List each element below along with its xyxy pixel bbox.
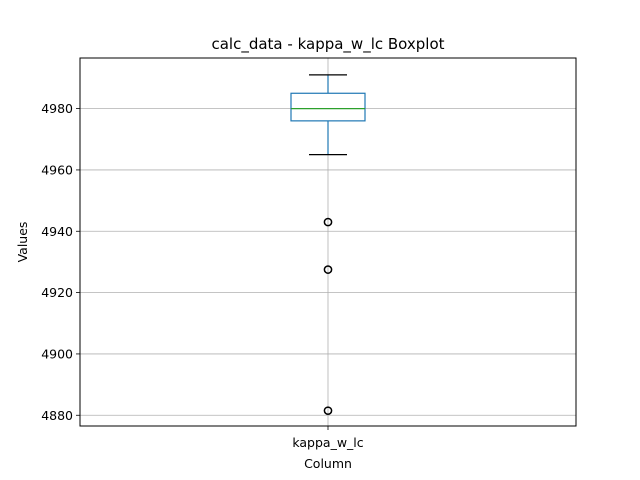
y-tick-label: 4980	[41, 101, 73, 116]
x-axis-label: Column	[304, 456, 352, 471]
x-tick-label: kappa_w_lc	[292, 435, 363, 450]
iqr-box	[290, 92, 366, 122]
box-marks	[290, 74, 366, 416]
x-axis-ticks: kappa_w_lc	[292, 426, 364, 450]
outlier-point	[323, 265, 333, 274]
y-tick-label: 4940	[41, 224, 73, 239]
y-tick-label: 4920	[41, 285, 73, 300]
y-axis-label: Values	[15, 222, 30, 263]
y-tick-label: 4900	[41, 346, 73, 361]
outlier-point	[323, 217, 333, 227]
y-tick-label: 4880	[41, 408, 73, 423]
chart-title: calc_data - kappa_w_lc Boxplot	[211, 35, 444, 54]
y-tick-label: 4960	[41, 162, 73, 177]
outlier-point	[323, 406, 333, 416]
y-axis-ticks: 4880 4900 4920 4940 4960 4980	[41, 101, 80, 423]
